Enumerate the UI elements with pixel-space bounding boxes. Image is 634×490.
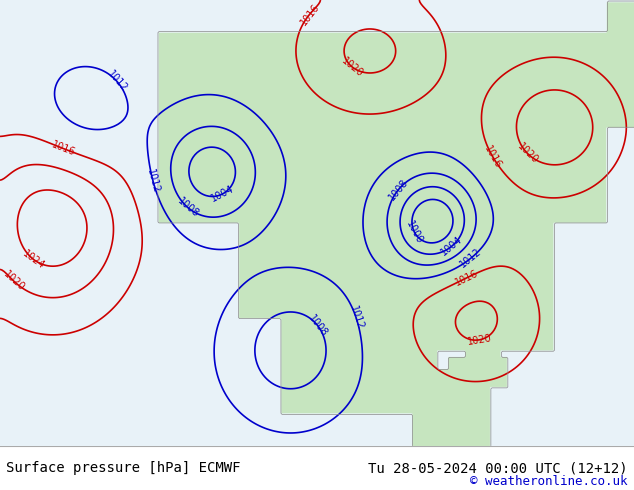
Text: 1024: 1024	[21, 248, 47, 271]
Text: 1008: 1008	[176, 196, 200, 220]
Text: 1012: 1012	[347, 305, 365, 331]
Text: © weatheronline.co.uk: © weatheronline.co.uk	[470, 475, 628, 488]
Text: 1020: 1020	[340, 55, 365, 79]
Text: 1004: 1004	[439, 235, 464, 258]
Text: 1000: 1000	[404, 219, 425, 245]
Text: 1004: 1004	[209, 184, 236, 204]
Text: 1020: 1020	[1, 269, 26, 293]
Text: 1020: 1020	[515, 142, 540, 166]
Text: Surface pressure [hPa] ECMWF: Surface pressure [hPa] ECMWF	[6, 462, 241, 475]
Text: Tu 28-05-2024 00:00 UTC (12+12): Tu 28-05-2024 00:00 UTC (12+12)	[368, 462, 628, 475]
Text: 1016: 1016	[50, 140, 77, 158]
Text: 1012: 1012	[458, 246, 484, 270]
Text: 1008: 1008	[387, 177, 410, 202]
Text: 1016: 1016	[453, 268, 480, 288]
Text: 1016: 1016	[482, 144, 503, 170]
Text: 1016: 1016	[298, 1, 321, 27]
Text: 1012: 1012	[105, 69, 129, 94]
Text: 1020: 1020	[466, 333, 492, 347]
Text: 1008: 1008	[306, 313, 329, 339]
Text: 1012: 1012	[145, 168, 161, 195]
